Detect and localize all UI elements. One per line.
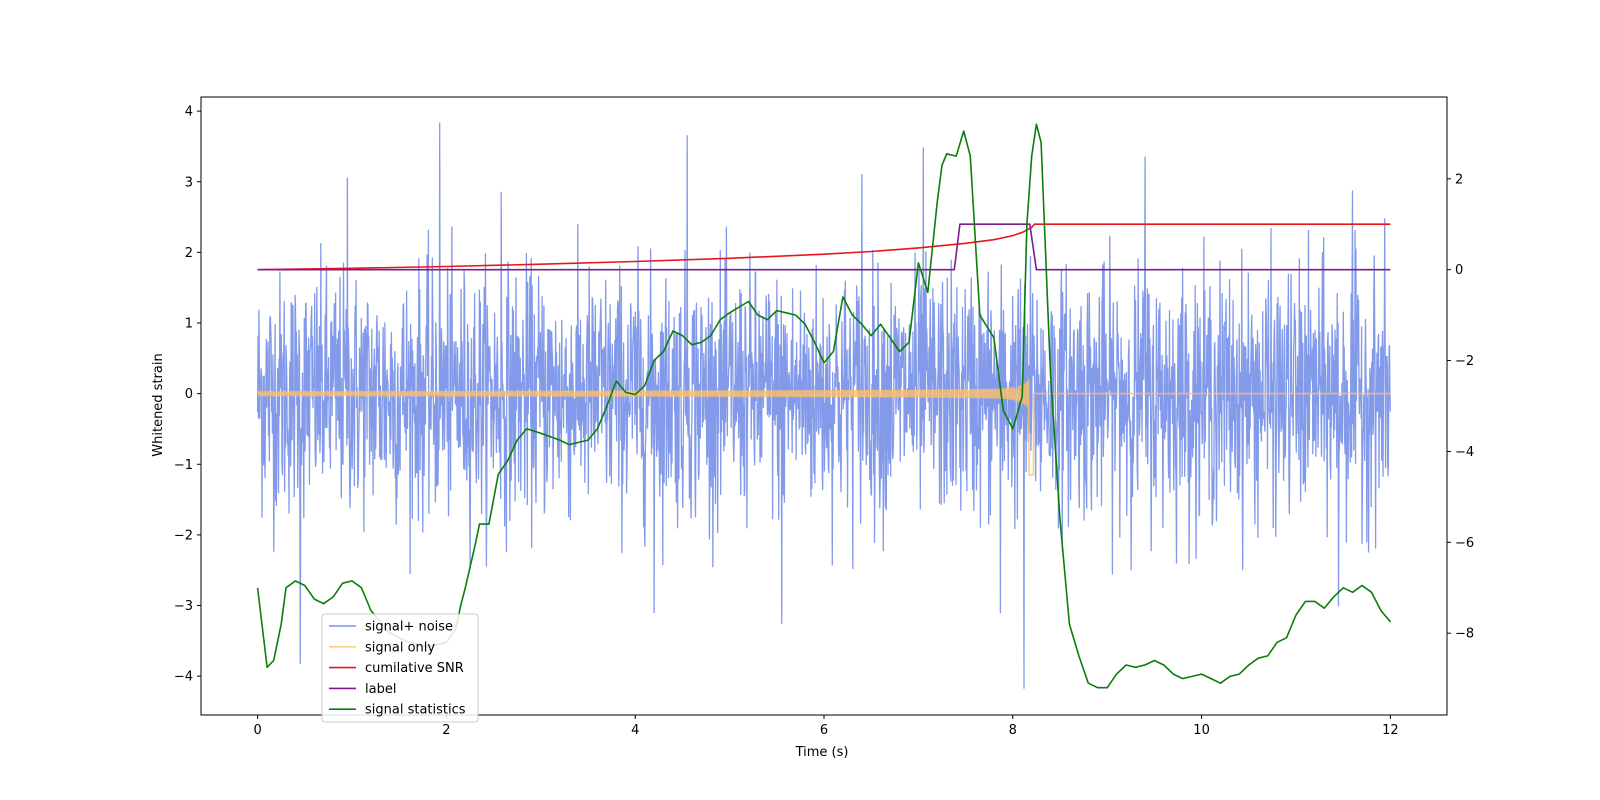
y2-tick-label: 0 (1455, 263, 1463, 278)
y-tick-label: −1 (174, 458, 193, 473)
x-axis-label: Time (s) (795, 745, 849, 760)
x-tick-label: 6 (820, 723, 828, 738)
y2-tick-label: −4 (1455, 445, 1474, 460)
y-tick-label: 2 (185, 246, 193, 261)
x-tick-label: 2 (442, 723, 450, 738)
figure: 0 2 4 6 8 10 12 43210−1−2−3−4 20−2−4−6−8 Time … (0, 0, 1600, 800)
y-tick-label: −4 (174, 670, 193, 685)
y-tick-label: 4 (185, 105, 193, 120)
y-tick-label: −3 (174, 599, 193, 614)
y-tick-label: 0 (185, 387, 193, 402)
x-tick-label: 10 (1193, 723, 1210, 738)
y-tick-label: −2 (174, 528, 193, 543)
y-tick-label: 3 (185, 175, 193, 190)
y2-tick-label: −2 (1455, 354, 1474, 369)
y2-tick-label: 2 (1455, 172, 1463, 187)
x-tick-label: 8 (1009, 723, 1017, 738)
y2-tick-label: −8 (1455, 627, 1474, 642)
legend-entry-label: signal only (365, 640, 435, 655)
legend-entry-label: cumilative SNR (365, 661, 464, 676)
legend: signal+ noise signal only cumilative SNR la… (322, 614, 478, 722)
x-tick-label: 0 (253, 723, 261, 738)
y-tick-label: 1 (185, 317, 193, 332)
legend-entry-label: signal+ noise (365, 620, 453, 635)
legend-entry-label: label (365, 682, 396, 697)
x-tick-label: 4 (631, 723, 639, 738)
legend-entry-label: signal statistics (365, 703, 466, 718)
x-tick-label: 12 (1382, 723, 1399, 738)
y2-tick-label: −6 (1455, 536, 1474, 551)
y-axis-label: Whitened strain (151, 353, 166, 456)
